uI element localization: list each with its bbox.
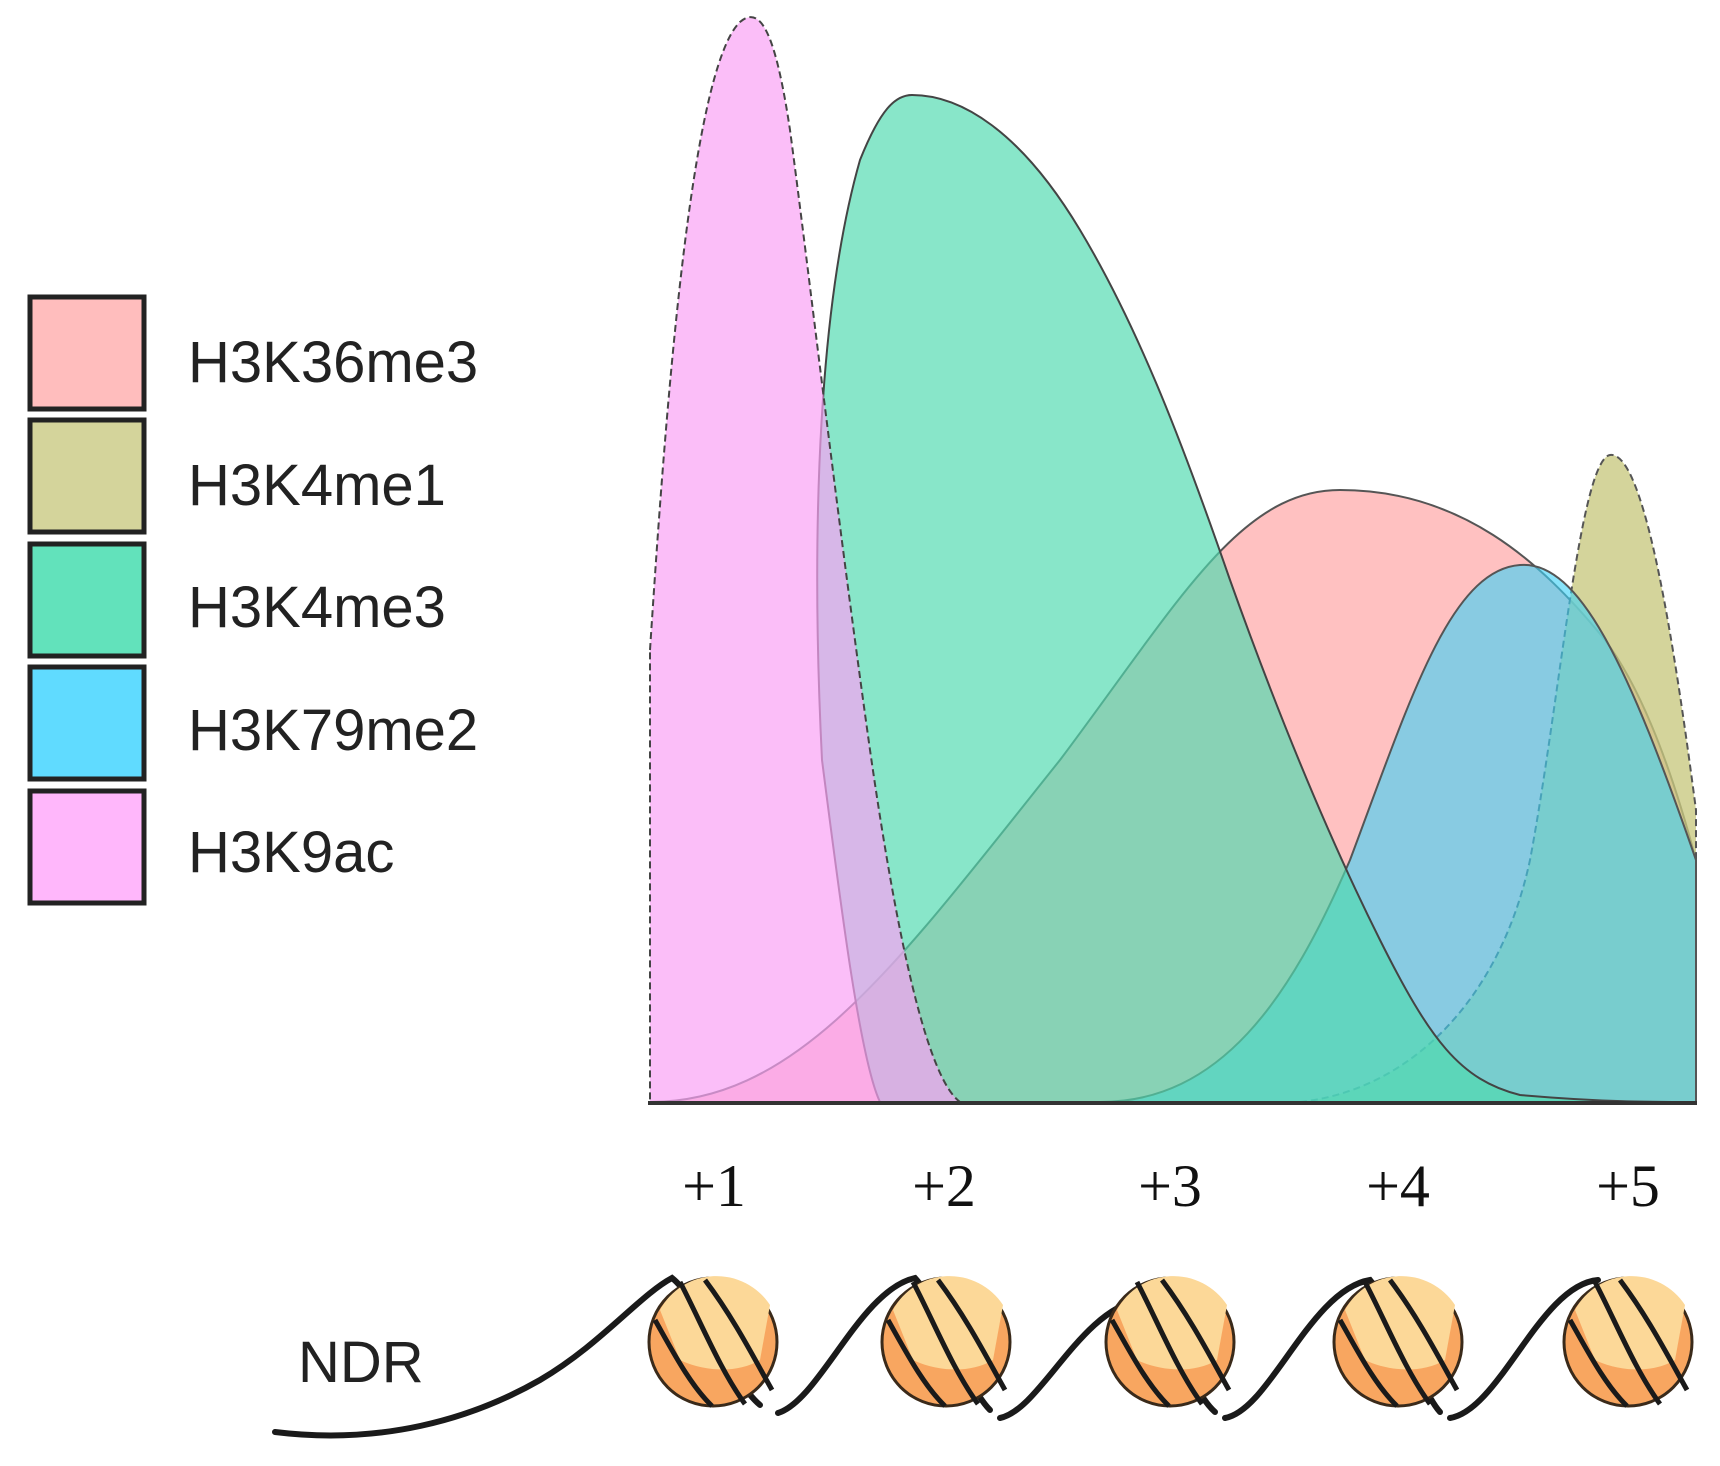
nucleosome-3 bbox=[1104, 1276, 1236, 1408]
legend-label-h3k4me1: H3K4me1 bbox=[188, 453, 446, 518]
position-label-4: +4 bbox=[1366, 1153, 1430, 1219]
curve-h3k9ac bbox=[649, 16, 964, 1103]
legend-label-h3k79me2: H3K79me2 bbox=[188, 698, 478, 763]
nucleosome-row bbox=[647, 1276, 1694, 1408]
histone-mark-curves bbox=[648, 16, 1697, 1105]
nucleosome-2 bbox=[880, 1276, 1012, 1408]
legend-swatch-h3k4me3 bbox=[27, 541, 147, 659]
legend-swatch-h3k4me1 bbox=[27, 417, 147, 535]
position-label-1: +1 bbox=[682, 1153, 746, 1219]
nucleosome-4 bbox=[1332, 1276, 1464, 1408]
legend-label-h3k9ac: H3K9ac bbox=[188, 820, 394, 885]
position-label-2: +2 bbox=[912, 1153, 976, 1219]
position-label-3: +3 bbox=[1138, 1153, 1202, 1219]
nucleosome-1 bbox=[647, 1276, 779, 1408]
position-label-5: +5 bbox=[1596, 1153, 1660, 1219]
legend-swatch-h3k9ac bbox=[27, 788, 147, 906]
nucleosome-5 bbox=[1562, 1276, 1694, 1408]
legend-label-h3k36me3: H3K36me3 bbox=[188, 330, 478, 395]
legend: H3K36me3 H3K4me1 H3K4me3 H3K79me2 H3K9ac bbox=[27, 294, 478, 906]
legend-label-h3k4me3: H3K4me3 bbox=[188, 575, 446, 640]
ndr-label: NDR bbox=[298, 1330, 424, 1395]
legend-swatch-h3k79me2 bbox=[27, 664, 147, 782]
position-labels: +1 +2 +3 +4 +5 bbox=[682, 1153, 1660, 1219]
legend-swatch-h3k36me3 bbox=[27, 294, 147, 412]
